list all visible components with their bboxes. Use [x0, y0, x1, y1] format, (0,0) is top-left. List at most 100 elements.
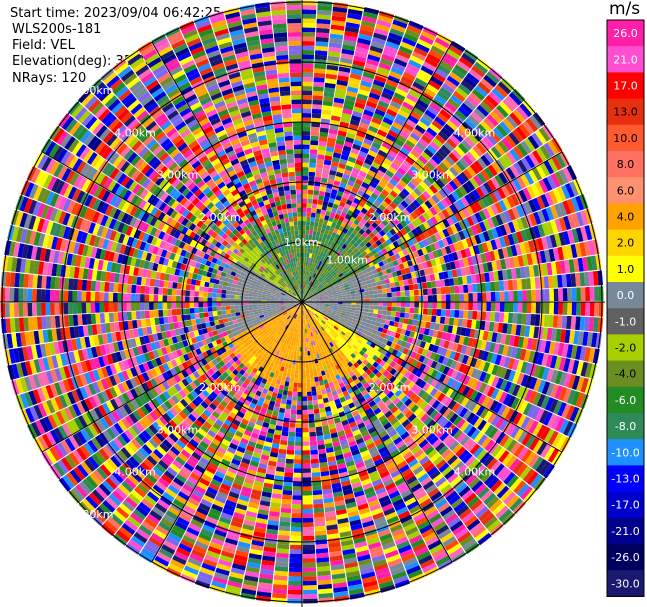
velocity-gate: [360, 295, 365, 299]
velocity-gate: [355, 295, 361, 299]
velocity-gate: [382, 173, 392, 182]
velocity-gate: [466, 227, 474, 237]
velocity-gate: [311, 208, 317, 214]
velocity-gate: [413, 208, 422, 217]
velocity-gate: [365, 173, 374, 181]
velocity-gate: [383, 137, 394, 146]
velocity-gate: [369, 294, 374, 299]
velocity-gate: [419, 95, 432, 106]
velocity-gate: [330, 24, 345, 31]
velocity-gate: [513, 290, 518, 302]
velocity-gate: [434, 68, 449, 79]
velocity-gate: [413, 313, 419, 320]
velocity-gate: [302, 211, 307, 217]
velocity-gate: [473, 245, 480, 255]
velocity-gate: [341, 255, 347, 261]
velocity-gate: [476, 58, 491, 71]
velocity-gate: [551, 155, 563, 171]
velocity-gate: [476, 104, 489, 117]
velocity-gate: [470, 235, 478, 246]
velocity-gate: [308, 281, 312, 286]
velocity-gate: [405, 118, 417, 128]
velocity-gate: [314, 376, 319, 382]
velocity-gate: [343, 169, 352, 176]
velocity-gate: [324, 229, 330, 235]
nrays-label: NRays: 120: [12, 71, 87, 86]
velocity-gate: [508, 132, 520, 146]
velocity-gate: [369, 165, 378, 174]
velocity-gate: [549, 288, 554, 302]
velocity-gate: [303, 293, 306, 298]
velocity-gate: [566, 244, 573, 259]
velocity-gate: [319, 251, 324, 257]
velocity-gate: [332, 294, 338, 297]
velocity-gate: [319, 127, 329, 133]
velocity-gate: [360, 257, 366, 263]
velocity-gate: [327, 292, 333, 295]
velocity-gate: [360, 24, 375, 33]
velocity-gate: [380, 265, 386, 272]
velocity-gate: [494, 312, 500, 322]
velocity-gate: [549, 302, 554, 315]
velocity-gate: [323, 243, 328, 249]
velocity-gate: [403, 217, 411, 225]
velocity-gate: [353, 235, 359, 242]
velocity-gate: [496, 104, 509, 118]
velocity-gate: [338, 235, 344, 242]
velocity-gate: [485, 311, 491, 322]
velocity-gate: [441, 237, 449, 247]
velocity-gate: [506, 195, 516, 208]
velocity-gate: [306, 290, 310, 295]
velocity-gate: [376, 104, 388, 113]
velocity-gate: [325, 225, 331, 231]
velocity-gate: [524, 154, 536, 169]
velocity-gate: [452, 131, 464, 143]
velocity-gate: [312, 368, 317, 374]
velocity-gate: [508, 290, 514, 302]
velocity-gate: [360, 118, 371, 126]
velocity-gate: [314, 217, 320, 223]
velocity-gate: [399, 219, 408, 228]
velocity-gate: [486, 302, 492, 312]
velocity-gate: [432, 181, 442, 192]
velocity-gate: [302, 180, 308, 186]
velocity-gate: [323, 282, 328, 286]
velocity-gate: [341, 48, 355, 56]
velocity-gate: [307, 275, 311, 281]
velocity-gate: [302, 481, 312, 487]
velocity-gate: [491, 161, 502, 174]
velocity-gate: [321, 177, 328, 184]
velocity-gate: [362, 231, 369, 239]
velocity-gate: [480, 169, 491, 182]
velocity-gate: [458, 285, 464, 294]
velocity-gate: [302, 112, 312, 118]
velocity-gate: [532, 197, 542, 211]
velocity-gate: [321, 109, 332, 116]
velocity-gate: [496, 187, 507, 200]
velocity-gate: [342, 207, 349, 214]
velocity-gate: [314, 285, 318, 290]
velocity-gate: [553, 288, 559, 302]
velocity-gate: [347, 242, 353, 249]
velocity-gate: [334, 143, 344, 150]
velocity-gate: [479, 184, 489, 196]
velocity-gate: [332, 271, 337, 277]
velocity-gate: [404, 67, 418, 77]
velocity-gate: [291, 504, 302, 510]
velocity-gate: [406, 214, 415, 223]
velocity-gate: [326, 249, 332, 256]
velocity-gate: [468, 246, 476, 256]
velocity-gate: [302, 158, 309, 163]
velocity-gate: [313, 263, 317, 269]
velocity-gate: [363, 177, 372, 185]
velocity-gate: [377, 149, 387, 158]
velocity-gate: [434, 116, 446, 127]
velocity-gate: [400, 256, 407, 263]
velocity-gate: [314, 530, 327, 536]
velocity-gate: [302, 351, 305, 356]
velocity-gate: [440, 144, 451, 156]
velocity-gate: [499, 224, 508, 236]
velocity-gate: [309, 427, 316, 433]
velocity-gate: [311, 262, 315, 268]
velocity-gate: [483, 181, 493, 194]
